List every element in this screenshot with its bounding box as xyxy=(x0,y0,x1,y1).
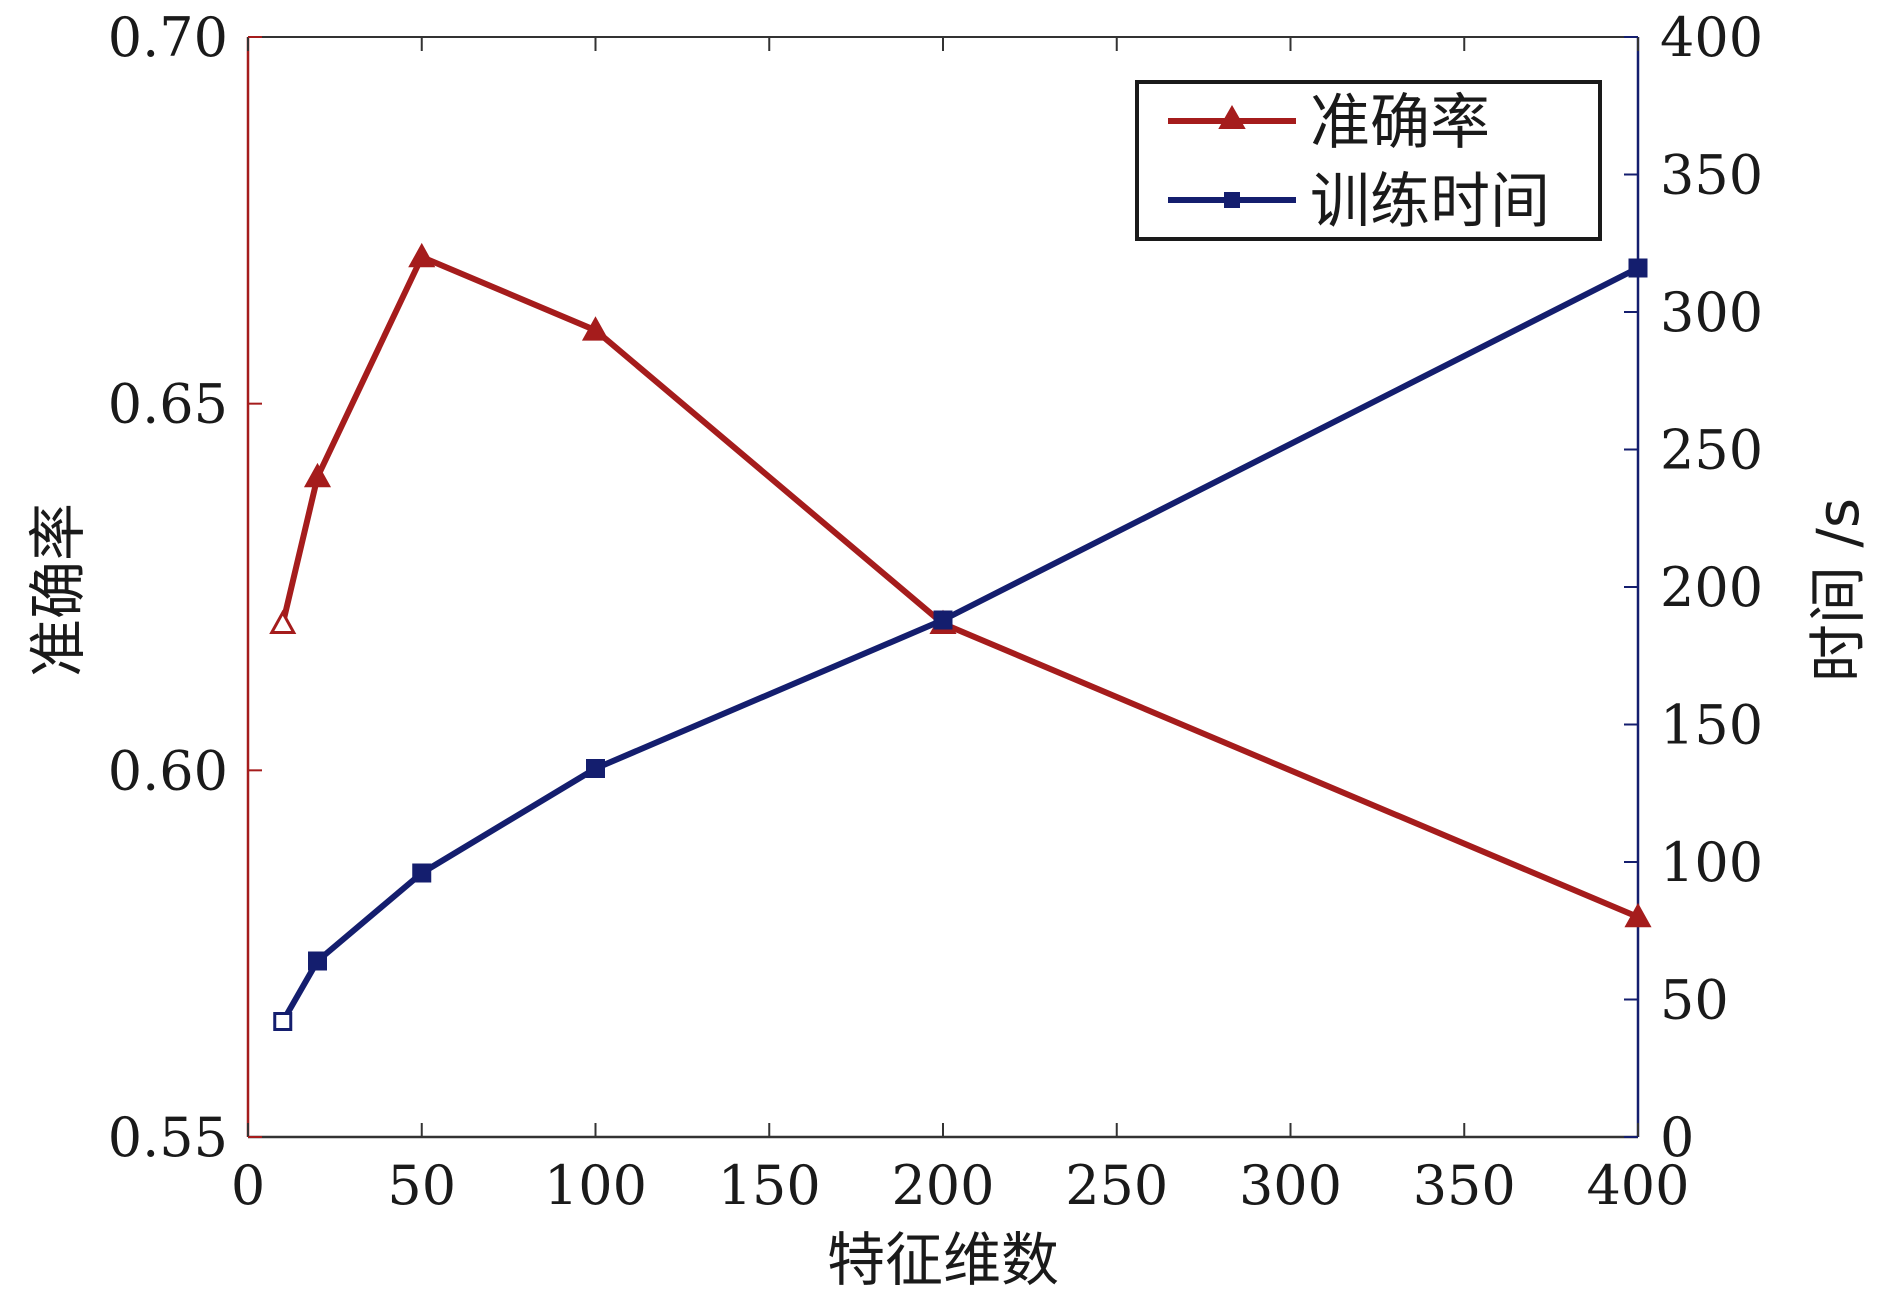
right-y-tick-label: 300 xyxy=(1660,281,1763,344)
training-time-point xyxy=(933,610,953,630)
right-y-tick-label: 200 xyxy=(1660,556,1763,619)
series-line-1 xyxy=(279,265,1641,1025)
x-tick-label: 150 xyxy=(718,1154,821,1217)
left-y-tick-label: 0.55 xyxy=(108,1106,228,1169)
right-y-tick-label: 250 xyxy=(1660,419,1763,482)
right-y-axis-title: 时间 /s xyxy=(1804,498,1872,682)
right-y-tick-label: 350 xyxy=(1660,144,1763,207)
accuracy-point xyxy=(303,462,332,488)
left-y-tick-label: 0.60 xyxy=(108,739,228,802)
left-y-tick-label: 0.65 xyxy=(108,373,228,436)
accuracy-point xyxy=(1624,902,1652,928)
accuracy-point xyxy=(408,242,436,268)
x-tick-label: 350 xyxy=(1413,1154,1516,1217)
x-tick-label: 300 xyxy=(1239,1154,1342,1217)
accuracy-point xyxy=(581,316,610,341)
chart-ticks: 0 50 100 150 200 250 300 350 400 0.55 0.60 0.65 0.70… xyxy=(108,6,1763,1217)
x-tick-label: 250 xyxy=(1065,1154,1168,1217)
x-tick-label: 100 xyxy=(544,1154,647,1217)
legend-time-marker xyxy=(1224,192,1240,208)
right-y-tick-label: 50 xyxy=(1660,969,1729,1032)
right-y-tick-label: 400 xyxy=(1660,6,1763,69)
legend-accuracy-marker xyxy=(1218,104,1246,129)
x-tick-label: 50 xyxy=(387,1154,456,1217)
chart-legend: 准确率 训练时间 xyxy=(1135,80,1602,241)
chart-series xyxy=(269,242,1652,1031)
accuracy-point xyxy=(269,609,297,634)
left-y-tick-label: 0.70 xyxy=(108,6,228,69)
x-tick-label: 200 xyxy=(891,1154,994,1217)
right-y-tick-label: 100 xyxy=(1660,831,1763,894)
right-y-tick-label: 0 xyxy=(1660,1106,1694,1169)
training-time-point xyxy=(1628,258,1648,278)
legend-accuracy-label: 准确率 xyxy=(1310,88,1490,158)
x-tick-label: 0 xyxy=(231,1154,265,1217)
right-y-tick-label: 150 xyxy=(1660,694,1763,757)
series-line-0 xyxy=(279,254,1641,920)
x-tick-label: 400 xyxy=(1586,1154,1689,1217)
training-time-point xyxy=(308,951,327,971)
legend-box xyxy=(1135,80,1602,241)
training-time-point xyxy=(273,1012,293,1031)
training-time-point xyxy=(586,759,605,778)
legend-time-label: 训练时间 xyxy=(1310,167,1550,237)
training-time-point xyxy=(412,863,432,883)
x-axis-title: 特征维数 xyxy=(827,1226,1059,1291)
left-y-axis-title: 准确率 xyxy=(24,503,92,677)
